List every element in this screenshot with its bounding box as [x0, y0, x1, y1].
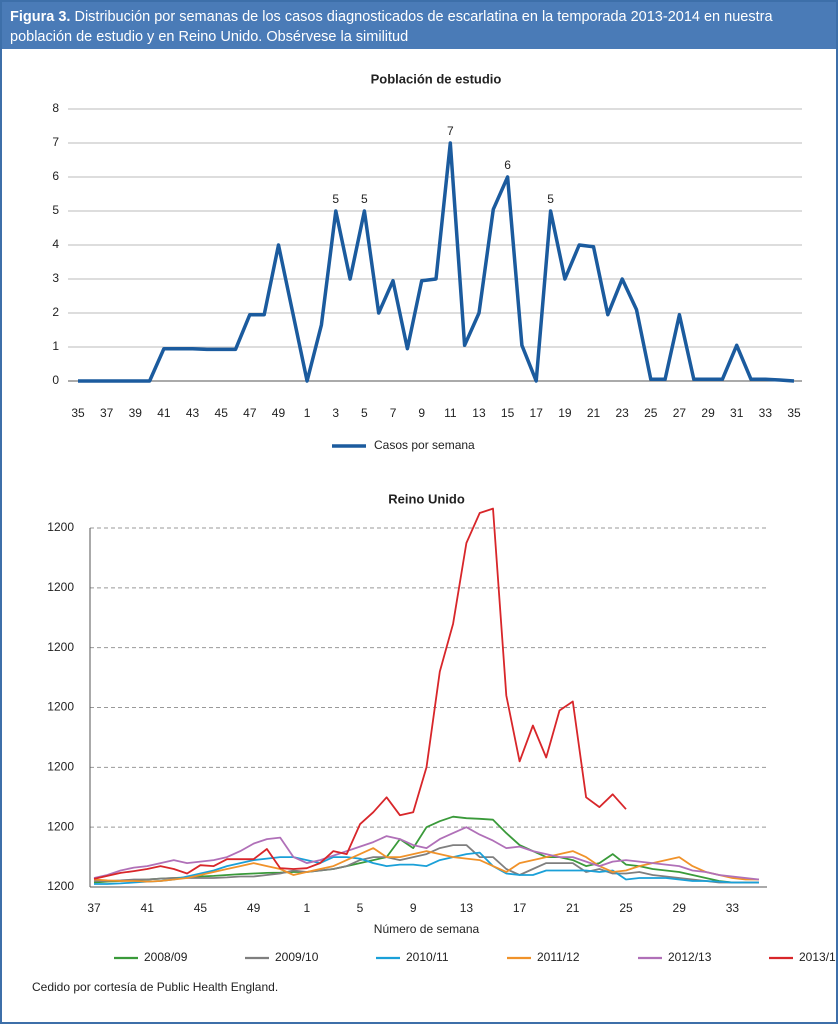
x-tick-label: 21 — [587, 406, 601, 420]
x-tick-label: 25 — [619, 901, 633, 915]
x-tick-label: 7 — [390, 406, 397, 420]
x-tick-label: 9 — [418, 406, 425, 420]
x-tick-label: 29 — [701, 406, 715, 420]
x-tick-label: 5 — [357, 901, 364, 915]
figure-title: Distribución por semanas de los casos di… — [10, 9, 773, 45]
legend-label: 2008/09 — [144, 950, 188, 964]
data-label: 5 — [332, 192, 339, 206]
y-tick-label: 0 — [52, 373, 59, 387]
x-tick-label: 45 — [194, 901, 208, 915]
y-tick-label: 1200 — [47, 580, 74, 594]
y-tick-label: 1 — [52, 339, 59, 353]
x-tick-label: 13 — [472, 406, 486, 420]
x-tick-label: 3 — [332, 406, 339, 420]
series-line — [93, 507, 627, 880]
series-line — [94, 851, 759, 885]
x-tick-label: 1 — [303, 901, 310, 915]
legend-label: 2010/11 — [406, 950, 449, 964]
x-tick-label: 15 — [501, 406, 515, 420]
data-label: 7 — [447, 124, 454, 138]
x-tick-label: 41 — [157, 406, 171, 420]
x-tick-label: 5 — [361, 406, 368, 420]
x-tick-label: 21 — [566, 901, 580, 915]
x-tick-label: 43 — [186, 406, 200, 420]
x-tick-label: 33 — [726, 901, 740, 915]
x-tick-label: 17 — [530, 406, 544, 420]
figure-label: Figura 3. — [10, 9, 71, 25]
y-tick-label: 1200 — [47, 520, 74, 534]
y-tick-label: 1200 — [47, 879, 74, 893]
x-tick-label: 19 — [558, 406, 572, 420]
x-tick-label: 49 — [272, 406, 286, 420]
legend-label: 2013/14 — [799, 950, 836, 964]
data-label: 5 — [547, 192, 554, 206]
x-tick-label: 41 — [141, 901, 155, 915]
legend-label: 2009/10 — [275, 950, 319, 964]
chart-title: Población de estudio — [371, 71, 502, 86]
x-tick-label: 25 — [644, 406, 658, 420]
x-tick-label: 1 — [304, 406, 311, 420]
x-axis-label: Número de semana — [374, 922, 480, 936]
x-tick-label: 33 — [759, 406, 773, 420]
x-tick-label: 23 — [615, 406, 629, 420]
x-tick-label: 37 — [87, 901, 101, 915]
y-tick-label: 6 — [52, 169, 59, 183]
series-line — [93, 826, 760, 881]
y-tick-label: 4 — [52, 237, 59, 251]
series-line — [93, 815, 759, 884]
x-tick-label: 35 — [71, 406, 85, 420]
y-tick-label: 1200 — [47, 700, 74, 714]
y-tick-label: 7 — [52, 135, 59, 149]
x-tick-label: 27 — [673, 406, 687, 420]
x-tick-label: 49 — [247, 901, 261, 915]
x-tick-label: 11 — [444, 406, 457, 420]
legend-label: 2012/13 — [668, 950, 712, 964]
y-tick-label: 8 — [52, 101, 59, 115]
series-line — [94, 844, 759, 884]
y-tick-label: 2 — [52, 305, 59, 319]
data-label: 6 — [504, 158, 511, 172]
legend-label: 2011/12 — [537, 950, 580, 964]
legend-label: Casos por semana — [374, 438, 475, 452]
x-tick-label: 35 — [787, 406, 801, 420]
figure-header: Figura 3. Distribución por semanas de lo… — [2, 2, 836, 49]
x-tick-label: 9 — [410, 901, 417, 915]
x-tick-label: 37 — [100, 406, 114, 420]
y-tick-label: 5 — [52, 203, 59, 217]
x-tick-label: 31 — [730, 406, 744, 420]
series-line — [78, 141, 795, 383]
x-tick-label: 39 — [129, 406, 143, 420]
x-tick-label: 47 — [243, 406, 257, 420]
y-tick-label: 1200 — [47, 819, 74, 833]
y-tick-label: 1200 — [47, 760, 74, 774]
x-tick-label: 29 — [673, 901, 687, 915]
series-line — [93, 847, 759, 883]
chart-title: Reino Unido — [388, 491, 465, 506]
x-tick-label: 17 — [513, 901, 527, 915]
y-tick-label: 3 — [52, 271, 59, 285]
y-tick-label: 1200 — [47, 640, 74, 654]
data-label: 5 — [361, 192, 368, 206]
footer-note: Cedido por cortesía de Public Health Eng… — [32, 980, 279, 994]
x-tick-label: 13 — [460, 901, 474, 915]
x-tick-label: 45 — [215, 406, 229, 420]
